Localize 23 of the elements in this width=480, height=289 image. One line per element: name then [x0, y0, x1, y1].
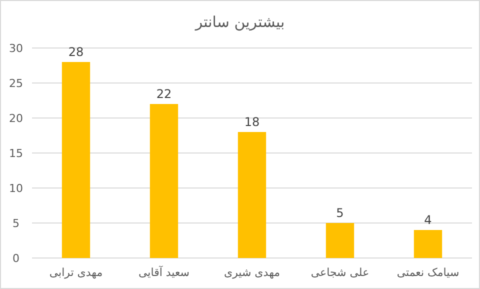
x-tick-label: مهدی شیری — [224, 266, 280, 279]
y-tick-label: 25 — [9, 77, 23, 90]
data-label: 22 — [156, 87, 172, 101]
bar — [238, 132, 266, 258]
y-tick-label: 10 — [9, 182, 23, 195]
x-tick-label: مهدی ترابی — [49, 266, 103, 279]
y-tick-label: 5 — [12, 217, 20, 230]
data-label: 18 — [244, 115, 260, 129]
chart-title: بیشترین سانتر — [194, 13, 285, 31]
data-label: 4 — [424, 213, 432, 227]
bar — [326, 223, 354, 258]
bar — [62, 62, 90, 258]
y-tick-label: 20 — [9, 112, 23, 125]
x-tick-label: علی شجاعی — [310, 266, 370, 279]
y-tick-label: 30 — [9, 42, 23, 55]
y-tick-label: 0 — [12, 252, 20, 265]
bar — [414, 230, 442, 258]
y-tick-label: 15 — [9, 147, 23, 160]
x-tick-label: سعید آقایی — [138, 265, 190, 279]
bar — [150, 104, 178, 258]
data-label: 5 — [336, 206, 344, 220]
data-label: 28 — [68, 45, 84, 59]
x-tick-label: سیامک نعمتی — [396, 266, 460, 279]
